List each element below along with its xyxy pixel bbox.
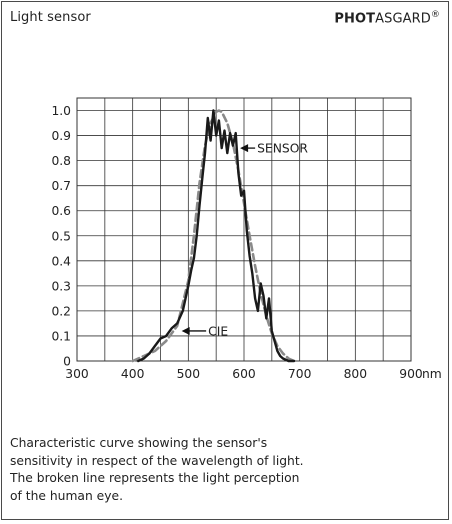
x-tick-label: 600: [232, 367, 255, 381]
annotation-label-sensor: SENSOR: [257, 142, 308, 156]
x-tick-label: 900: [399, 367, 422, 381]
chart-caption: Characteristic curve showing the sensor'…: [10, 435, 440, 505]
x-tick-label: 400: [121, 367, 144, 381]
chart-grid: [76, 97, 412, 362]
y-tick-label: 0.1: [51, 329, 71, 343]
caption-line: sensitivity in respect of the wavelength…: [10, 453, 304, 468]
registered-mark: ®: [430, 10, 440, 20]
tick-labels: 0 0.1 0.2 0.3 0.4 0.5 0.6 0.7 0.8 0.9 1.0 300 400 500…: [51, 104, 441, 381]
x-tick-label: 500: [177, 367, 200, 381]
brand-logo: PHOTASGARD®: [334, 10, 440, 26]
y-tick-label: 0.2: [51, 304, 71, 318]
series-line-sensor: [137, 109, 296, 363]
y-tick-label: 0.5: [51, 229, 71, 243]
x-tick-label: 300: [65, 367, 88, 381]
y-tick-label: 0: [63, 355, 71, 369]
brand-name-bold: PHOT: [334, 11, 376, 27]
y-tick-label: 1.0: [51, 104, 71, 118]
y-tick-label: 0.8: [51, 154, 71, 168]
annotation-arrowhead: [181, 326, 190, 335]
annotation-label-cie: CIE: [208, 324, 228, 338]
y-tick-label: 0.9: [51, 129, 71, 143]
caption-line: of the human eye.: [10, 488, 123, 503]
sensitivity-chart: 0 0.1 0.2 0.3 0.4 0.5 0.6 0.7 0.8 0.9 1.0 300 400 500…: [51, 97, 442, 381]
series-lines: [131, 109, 296, 363]
caption-line: The broken line represents the light per…: [10, 471, 300, 485]
chart-annotations: SENSOR CIE: [181, 142, 308, 338]
y-tick-label: 0.6: [51, 204, 71, 218]
x-unit-label: nm: [422, 367, 442, 381]
x-tick-label: 800: [344, 367, 367, 381]
annotation-arrowhead: [240, 144, 249, 153]
caption-line: Characteristic curve showing the sensor'…: [10, 436, 268, 450]
y-tick-label: 0.4: [51, 254, 71, 268]
x-tick-label: 700: [288, 367, 311, 381]
sensor-title: Light sensor: [10, 10, 91, 25]
y-tick-label: 0.3: [51, 279, 71, 293]
y-tick-label: 0.7: [51, 179, 71, 193]
brand-name-regular: ASGARD: [375, 11, 431, 27]
